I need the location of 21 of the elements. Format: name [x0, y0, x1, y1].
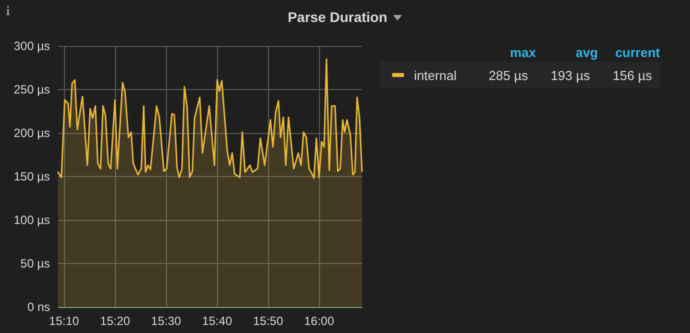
y-tick-label: 50 µs	[20, 256, 50, 270]
text: 193 µs	[550, 68, 590, 82]
y-tick-label: 100 µs	[14, 213, 50, 227]
chart-title: Parse Duration	[288, 9, 388, 25]
text: current	[614, 44, 660, 60]
x-tick-label: 15:50	[253, 314, 284, 328]
text: avg	[574, 44, 598, 60]
text: max	[508, 44, 536, 60]
y-tick-label: 200 µs	[14, 126, 50, 140]
y-tick-label: 150 µs	[14, 170, 50, 184]
x-tick-label: 15:40	[202, 314, 232, 328]
y-tick-label: 300 µs	[14, 39, 50, 53]
y-tick-label: 0 ns	[27, 300, 50, 314]
x-tick-label: 15:20	[100, 314, 130, 328]
text: 285 µs	[488, 68, 528, 82]
legend-label: internal	[414, 68, 458, 82]
x-tick-label: 15:30	[151, 314, 182, 328]
text: 156 µs	[612, 68, 652, 82]
y-tick-label: 250 µs	[14, 82, 50, 96]
x-tick-label: 15:10	[49, 314, 80, 328]
x-tick-label: 16:00	[304, 314, 334, 328]
